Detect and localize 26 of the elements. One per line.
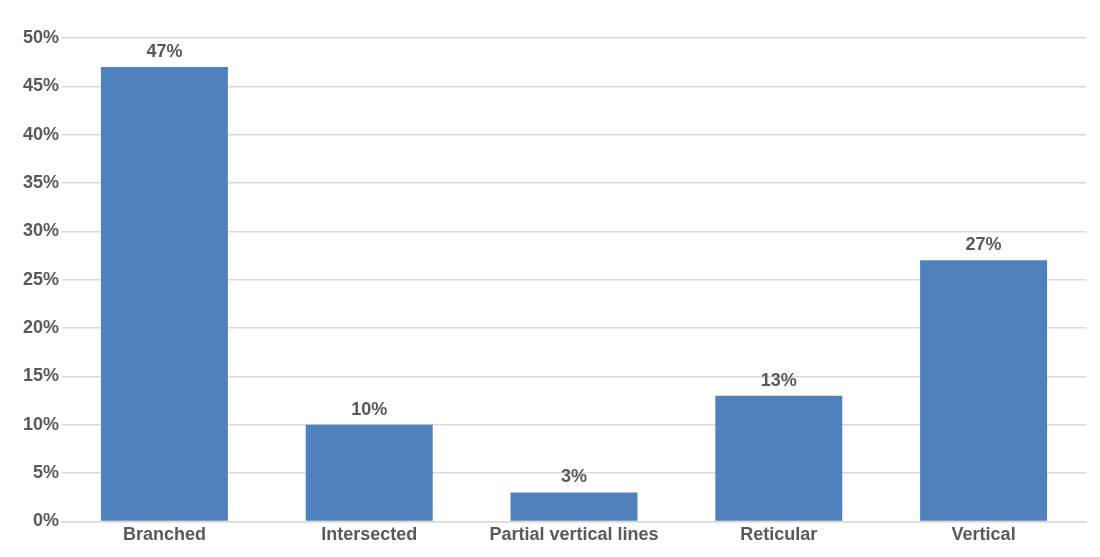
y-tick-label: 5% [33, 462, 60, 483]
x-tick-label: Partial vertical lines [489, 524, 659, 545]
x-tick-label: Vertical [951, 524, 1016, 545]
y-tick-label: 0% [33, 510, 60, 531]
bar [715, 395, 843, 521]
data-label: 13% [760, 369, 797, 390]
bar [510, 492, 638, 521]
x-tick-label: Branched [122, 524, 206, 545]
y-tick-label: 50% [23, 26, 60, 47]
data-label: 10% [351, 398, 388, 419]
y-tick-label: 45% [23, 75, 60, 96]
y-tick-label: 15% [23, 365, 60, 386]
y-tick-label: 25% [23, 268, 60, 289]
y-tick-label: 40% [23, 123, 60, 144]
bar [305, 424, 433, 521]
x-tick-label: Reticular [740, 524, 818, 545]
x-tick-label: Intersected [321, 524, 418, 545]
y-tick-label: 30% [23, 220, 60, 241]
y-tick-label: 10% [23, 413, 60, 434]
bar [920, 260, 1048, 521]
data-label: 3% [561, 466, 588, 487]
bar [100, 67, 228, 521]
y-tick-label: 35% [23, 171, 60, 192]
data-label: 27% [965, 234, 1002, 255]
data-label: 47% [146, 40, 183, 61]
y-tick-label: 20% [23, 317, 60, 338]
